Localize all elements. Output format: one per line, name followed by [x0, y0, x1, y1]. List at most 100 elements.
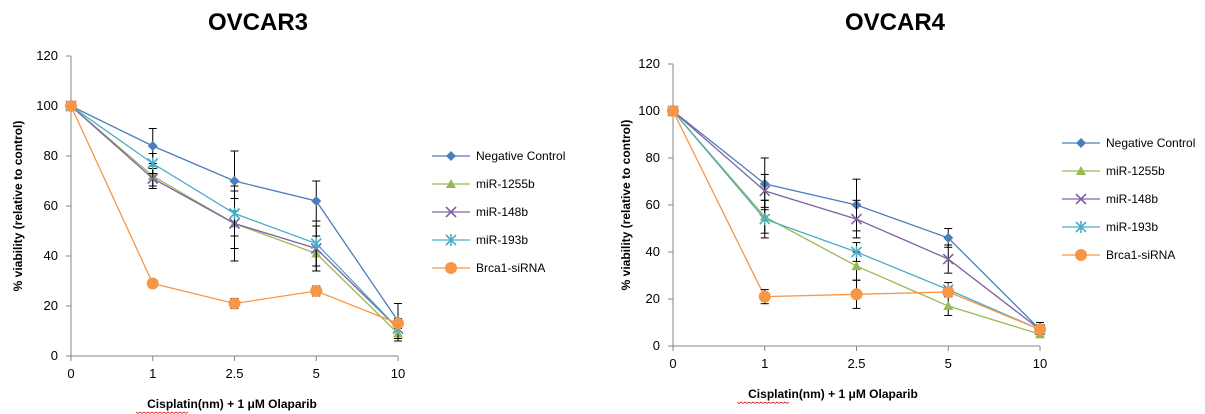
legend-item-mir-193b: miR-193b	[1062, 220, 1158, 234]
data-point	[759, 185, 771, 197]
y-tick-label: 60	[646, 197, 660, 212]
data-point	[851, 261, 862, 271]
legend-label: miR-1255b	[476, 177, 535, 191]
data-point	[667, 105, 679, 117]
legend-label: Negative Control	[476, 149, 565, 163]
legend-label: miR-148b	[1106, 192, 1158, 206]
legend-item-mir-148b: miR-148b	[432, 205, 528, 219]
data-point	[943, 232, 954, 243]
y-tick-label: 100	[36, 98, 58, 113]
x-axis-label: Cisplatin(nm) + 1 μM Olaparib	[748, 387, 918, 401]
y-tick-label: 60	[44, 198, 58, 213]
y-tick-label: 0	[653, 338, 660, 353]
data-point	[850, 213, 863, 225]
x-tick-label: 2.5	[225, 366, 243, 381]
legend-label: Brca1-siRNA	[1106, 248, 1175, 262]
legend-marker	[1076, 138, 1086, 148]
data-point	[310, 237, 322, 250]
x-axis-label: Cisplatin(nm) + 1 μM Olaparib	[147, 397, 317, 411]
data-point-stroke-b	[850, 213, 863, 225]
data-point	[392, 317, 404, 330]
y-axis-label: % viability (relative to control)	[11, 121, 25, 292]
legend-item-mir-1255b: miR-1255b	[1062, 164, 1165, 178]
legend-item-negative-control: Negative Control	[432, 149, 565, 163]
legend-item-negative-control: Negative Control	[1062, 136, 1195, 150]
data-point	[942, 253, 954, 265]
data-point	[850, 288, 863, 301]
y-tick-label: 20	[44, 298, 58, 313]
x-tick-label: 1	[149, 366, 156, 381]
legend-marker	[446, 151, 456, 161]
x-tick-label: 0	[67, 366, 74, 381]
legend-marker	[445, 206, 457, 218]
chart-title: OVCAR4	[845, 9, 946, 36]
data-point	[146, 277, 159, 290]
legend-marker	[445, 234, 457, 246]
data-point	[310, 285, 323, 297]
legend-item-mir-1255b: miR-1255b	[432, 177, 535, 191]
series-brca1-sirna	[667, 105, 1046, 336]
data-point-stroke-b	[759, 185, 771, 197]
data-point	[759, 213, 771, 226]
chart-title: OVCAR3	[208, 9, 308, 36]
y-tick-label: 80	[646, 150, 660, 165]
data-point-stroke-b	[942, 253, 954, 265]
y-tick-label: 120	[638, 56, 660, 71]
y-tick-label: 120	[36, 48, 58, 63]
chart-ovcar3: OVCAR3 0 20 40 60 80 100 120 0 1 2.5 5 10 Cisplatin(n…	[11, 9, 565, 414]
legend-label: miR-193b	[476, 233, 528, 247]
data-point-stroke-b	[147, 172, 159, 185]
data-point	[943, 301, 954, 311]
x-tick-label: 10	[1033, 356, 1047, 371]
legend-marker	[1075, 249, 1087, 261]
data-point	[147, 157, 159, 170]
data-point	[758, 290, 771, 303]
data-point	[311, 196, 322, 206]
x-tick-label: 1	[761, 356, 768, 371]
legend-label: miR-1255b	[1106, 164, 1165, 178]
legend-item-brca1-sirna: Brca1-siRNA	[432, 261, 545, 275]
y-tick-label: 40	[44, 248, 58, 263]
legend-item-mir-193b: miR-193b	[432, 233, 528, 247]
data-point	[942, 285, 955, 298]
series-brca1-sirna	[65, 100, 404, 330]
legend-marker	[445, 262, 457, 274]
data-point	[147, 172, 159, 185]
data-point	[228, 207, 241, 220]
x-tick-label: 0	[669, 356, 676, 371]
legend: Negative Control miR-1255b miR-148b miR-193…	[1062, 136, 1195, 262]
legend-marker-stroke-b	[445, 206, 457, 218]
y-tick-label: 20	[646, 291, 660, 306]
legend-marker	[1075, 221, 1087, 233]
legend-label: miR-148b	[476, 205, 528, 219]
legend-item-brca1-sirna: Brca1-siRNA	[1062, 248, 1175, 262]
chart-ovcar4: OVCAR4 0 20 40 60 80 100 120 0 1 2.5 5 10 Cisplatin(n…	[619, 9, 1195, 404]
y-tick-label: 0	[51, 348, 58, 363]
x-tick-label: 2.5	[847, 356, 865, 371]
legend-marker	[1076, 166, 1086, 175]
x-tick-label: 10	[391, 366, 405, 381]
y-tick-label: 80	[44, 148, 58, 163]
x-tick-label: 5	[313, 366, 320, 381]
data-point	[147, 141, 158, 151]
spellcheck-underline	[736, 401, 790, 404]
legend-marker-stroke-b	[1075, 193, 1087, 205]
y-axis-label: % viability (relative to control)	[619, 120, 633, 291]
legend-marker	[1075, 193, 1087, 205]
y-tick-label: 100	[638, 103, 660, 118]
data-point	[229, 176, 240, 186]
data-point	[850, 246, 863, 258]
legend-marker	[446, 179, 456, 188]
data-point	[228, 297, 241, 310]
data-point	[65, 100, 77, 112]
legend-label: miR-193b	[1106, 220, 1158, 234]
x-tick-label: 5	[945, 356, 952, 371]
y-tick-label: 40	[646, 244, 660, 259]
legend-item-mir-148b: miR-148b	[1062, 192, 1158, 206]
data-point	[1034, 323, 1046, 336]
legend-label: Negative Control	[1106, 136, 1195, 150]
legend-label: Brca1-siRNA	[476, 261, 545, 275]
spellcheck-underline	[135, 411, 189, 414]
legend: Negative Control miR-1255b miR-148b miR-193…	[432, 149, 565, 275]
